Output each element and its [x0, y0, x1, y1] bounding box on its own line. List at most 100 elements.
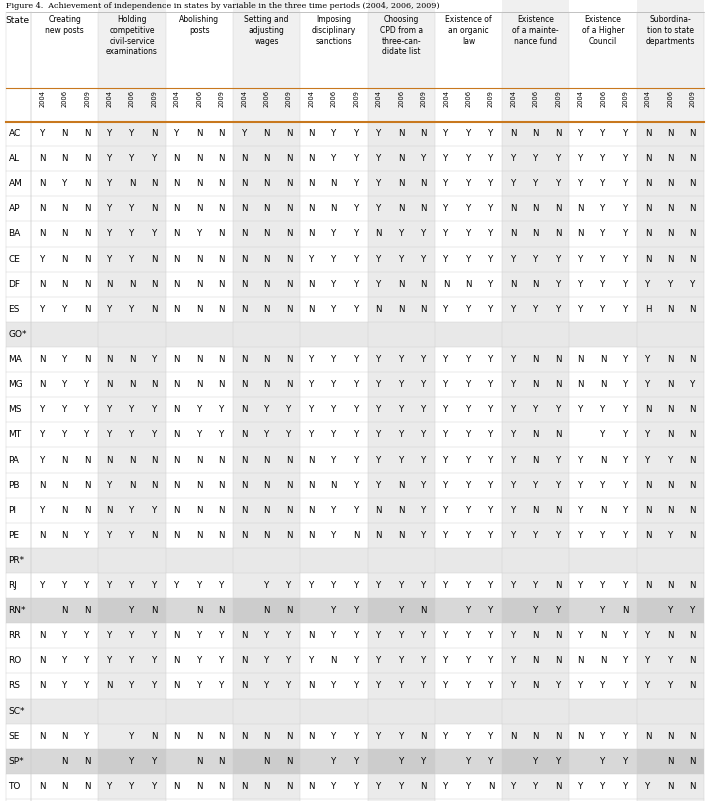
Text: Y: Y [578, 255, 583, 264]
Text: N: N [286, 732, 292, 741]
Bar [636, 272, 704, 297]
Text: Y: Y [510, 456, 516, 465]
Bar [233, 272, 300, 297]
Text: N: N [308, 129, 314, 138]
Text: MA: MA [8, 355, 23, 364]
Text: N: N [241, 179, 247, 188]
Text: Y: Y [354, 305, 359, 314]
Text: Y: Y [354, 631, 359, 640]
Text: N: N [532, 430, 539, 440]
Text: Y: Y [40, 129, 45, 138]
Bar [6, 749, 704, 774]
Text: Y: Y [354, 782, 359, 791]
Bar [6, 422, 704, 448]
Text: Y: Y [600, 606, 605, 615]
Text: Y: Y [174, 581, 179, 590]
Text: Y: Y [421, 456, 426, 465]
Text: N: N [173, 531, 180, 540]
Text: Y: Y [489, 355, 493, 364]
Text: N: N [173, 456, 180, 465]
Text: Y: Y [399, 732, 404, 741]
Text: N: N [263, 732, 270, 741]
Text: N: N [555, 129, 561, 138]
Text: Y: Y [107, 305, 112, 314]
Text: N: N [241, 531, 247, 540]
Text: N: N [241, 255, 247, 264]
Text: N: N [39, 204, 45, 213]
Text: N: N [196, 355, 202, 364]
Text: 2009: 2009 [622, 90, 629, 107]
Bar [367, 397, 435, 422]
Text: Y: Y [286, 430, 292, 440]
Text: Y: Y [443, 456, 449, 465]
Text: Y: Y [354, 280, 359, 288]
Bar [502, 297, 569, 322]
Text: Y: Y [376, 782, 382, 791]
Text: N: N [84, 757, 91, 766]
Text: Y: Y [107, 405, 112, 414]
Text: Y: Y [533, 782, 538, 791]
Bar [367, 623, 435, 648]
Text: Y: Y [84, 631, 90, 640]
Text: Y: Y [421, 757, 426, 766]
Text: N: N [106, 380, 113, 389]
Text: N: N [39, 682, 45, 690]
Text: Y: Y [668, 531, 673, 540]
Bar [636, 698, 704, 723]
Text: Y: Y [489, 606, 493, 615]
Text: Y: Y [510, 682, 516, 690]
Text: Y: Y [62, 179, 67, 188]
Text: AL: AL [8, 154, 20, 163]
Text: Y: Y [84, 405, 90, 414]
Text: Y: Y [219, 631, 224, 640]
Text: N: N [62, 230, 68, 239]
Text: Y: Y [556, 154, 561, 163]
Text: Y: Y [578, 531, 583, 540]
Text: Y: Y [421, 682, 426, 690]
Bar [98, 497, 166, 523]
Text: Y: Y [197, 230, 202, 239]
Text: Y: Y [443, 255, 449, 264]
Bar [98, 247, 166, 272]
Text: N: N [577, 732, 584, 741]
Text: N: N [645, 505, 651, 515]
Text: N: N [84, 129, 91, 138]
Text: N: N [555, 656, 561, 666]
Text: Y: Y [399, 782, 404, 791]
Text: TO: TO [8, 782, 21, 791]
Text: N: N [219, 355, 225, 364]
Text: Y: Y [130, 204, 135, 213]
Text: Y: Y [623, 757, 628, 766]
Text: Y: Y [533, 405, 538, 414]
Text: N: N [84, 481, 91, 489]
Text: Y: Y [510, 405, 516, 414]
Text: N: N [286, 305, 292, 314]
Text: N: N [690, 305, 696, 314]
Bar [367, 573, 435, 598]
Text: Y: Y [309, 581, 314, 590]
Text: N: N [263, 505, 270, 515]
Text: Y: Y [62, 355, 67, 364]
Text: Y: Y [533, 606, 538, 615]
Text: N: N [645, 531, 651, 540]
Text: N: N [532, 355, 539, 364]
Text: 2006: 2006 [263, 90, 270, 107]
Text: N: N [555, 505, 561, 515]
Text: Y: Y [466, 732, 471, 741]
Text: Y: Y [286, 656, 292, 666]
Bar [233, 548, 300, 573]
Bar [636, 247, 704, 272]
Text: N: N [151, 280, 158, 288]
Text: Y: Y [556, 405, 561, 414]
Text: Y: Y [354, 179, 359, 188]
Text: Y: Y [84, 732, 90, 741]
Text: Y: Y [399, 656, 404, 666]
Text: N: N [421, 204, 427, 213]
Text: N: N [308, 204, 314, 213]
Text: Y: Y [489, 280, 493, 288]
Text: Y: Y [578, 129, 583, 138]
Bar [233, 723, 300, 749]
Text: N: N [331, 179, 337, 188]
Text: Y: Y [443, 481, 449, 489]
Text: N: N [510, 732, 517, 741]
